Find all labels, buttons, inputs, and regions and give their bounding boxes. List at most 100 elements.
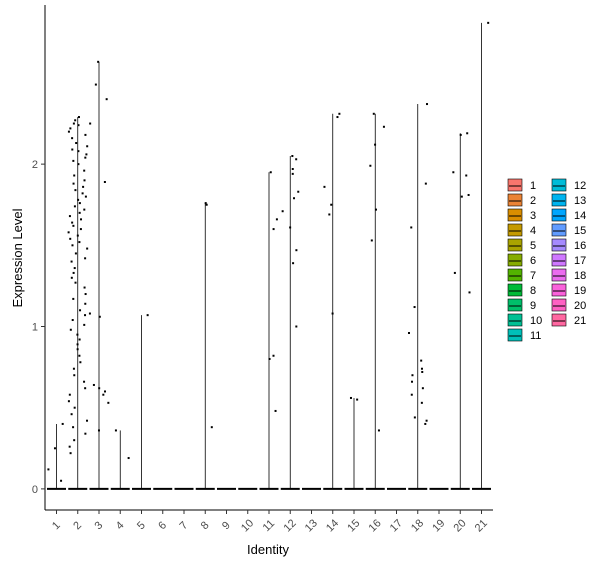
legend-swatch xyxy=(507,238,523,252)
data-point xyxy=(69,328,72,331)
legend-item-14: 14 xyxy=(551,208,586,222)
data-point xyxy=(84,257,87,260)
y-tick-label: 1 xyxy=(32,322,38,334)
data-point xyxy=(425,419,428,422)
data-point xyxy=(467,193,470,196)
data-point xyxy=(77,150,80,153)
data-point xyxy=(292,262,295,265)
x-tick-label: 19 xyxy=(430,517,447,534)
data-point xyxy=(73,205,76,208)
legend-label: 5 xyxy=(530,240,536,252)
x-tick-label: 6 xyxy=(156,519,169,532)
violin-20 xyxy=(450,132,471,490)
legend-swatch xyxy=(507,253,523,267)
data-point xyxy=(84,293,87,296)
x-tick-label: 18 xyxy=(409,517,426,534)
data-point xyxy=(79,228,82,231)
data-point xyxy=(83,286,86,289)
data-point xyxy=(377,429,380,432)
data-point xyxy=(70,260,73,263)
data-point xyxy=(74,281,77,284)
data-point xyxy=(411,374,414,377)
data-point xyxy=(84,302,87,305)
data-point xyxy=(466,132,469,135)
data-point xyxy=(274,409,277,412)
data-point xyxy=(78,202,81,205)
data-point xyxy=(72,159,75,162)
legend-swatch xyxy=(551,313,567,327)
legend-item-8: 8 xyxy=(507,283,536,297)
legend-item-10: 10 xyxy=(507,313,542,327)
x-axis-title: Identity xyxy=(247,542,289,557)
data-point xyxy=(297,190,300,193)
data-point xyxy=(70,276,73,279)
legend-swatch xyxy=(551,298,567,312)
data-point xyxy=(74,189,77,192)
violin-8 xyxy=(195,202,215,490)
data-point xyxy=(68,215,71,218)
data-point xyxy=(114,429,117,432)
data-point xyxy=(72,122,75,125)
x-tick-label: 8 xyxy=(199,519,212,532)
data-point xyxy=(281,210,284,213)
data-point xyxy=(338,112,341,115)
legend-label: 18 xyxy=(574,270,586,282)
data-point xyxy=(76,348,79,351)
data-point xyxy=(83,208,86,211)
legend-label: 9 xyxy=(530,300,536,312)
data-point xyxy=(71,244,74,247)
violin-5 xyxy=(132,314,151,490)
legend-item-20: 20 xyxy=(551,298,586,312)
data-point xyxy=(98,315,101,318)
data-point xyxy=(407,332,410,335)
data-point xyxy=(272,228,275,231)
data-point xyxy=(72,271,75,274)
data-point xyxy=(291,155,294,158)
violin-2 xyxy=(67,116,89,490)
legend-swatch xyxy=(551,283,567,297)
legend-label: 1 xyxy=(530,180,536,192)
data-point xyxy=(86,145,89,148)
data-point xyxy=(86,419,89,422)
data-point xyxy=(71,137,74,140)
data-point xyxy=(73,439,76,442)
x-tick-label: 16 xyxy=(367,517,384,534)
data-point xyxy=(72,297,75,300)
data-point xyxy=(85,153,88,156)
data-point xyxy=(92,383,95,386)
data-point xyxy=(291,172,294,175)
data-point xyxy=(60,479,63,482)
legend-label: 4 xyxy=(530,225,536,237)
legend-item-7: 7 xyxy=(507,268,536,282)
data-point xyxy=(103,180,106,183)
data-point xyxy=(67,231,70,234)
data-point xyxy=(275,218,278,221)
x-tick-label: 17 xyxy=(388,517,405,534)
violin-4 xyxy=(110,429,130,490)
data-point xyxy=(84,387,87,390)
data-point xyxy=(127,457,130,460)
x-tick-label: 13 xyxy=(303,517,320,534)
data-point xyxy=(84,432,87,435)
data-point xyxy=(468,291,471,294)
legend-swatch xyxy=(507,223,523,237)
data-point xyxy=(356,398,359,401)
legend-swatch xyxy=(551,268,567,282)
data-point xyxy=(76,343,79,346)
data-point xyxy=(372,112,375,115)
legend-swatch xyxy=(551,223,567,237)
data-point xyxy=(82,185,85,188)
x-tick-label: 15 xyxy=(345,517,362,534)
data-point xyxy=(84,133,87,136)
data-point xyxy=(70,413,73,416)
data-point xyxy=(77,116,80,119)
data-point xyxy=(295,325,298,328)
data-point xyxy=(424,182,427,185)
data-point xyxy=(88,312,91,315)
data-point xyxy=(73,267,76,270)
data-point xyxy=(69,452,72,455)
plot-area xyxy=(47,21,491,490)
data-point xyxy=(105,98,108,101)
data-point xyxy=(83,323,86,326)
